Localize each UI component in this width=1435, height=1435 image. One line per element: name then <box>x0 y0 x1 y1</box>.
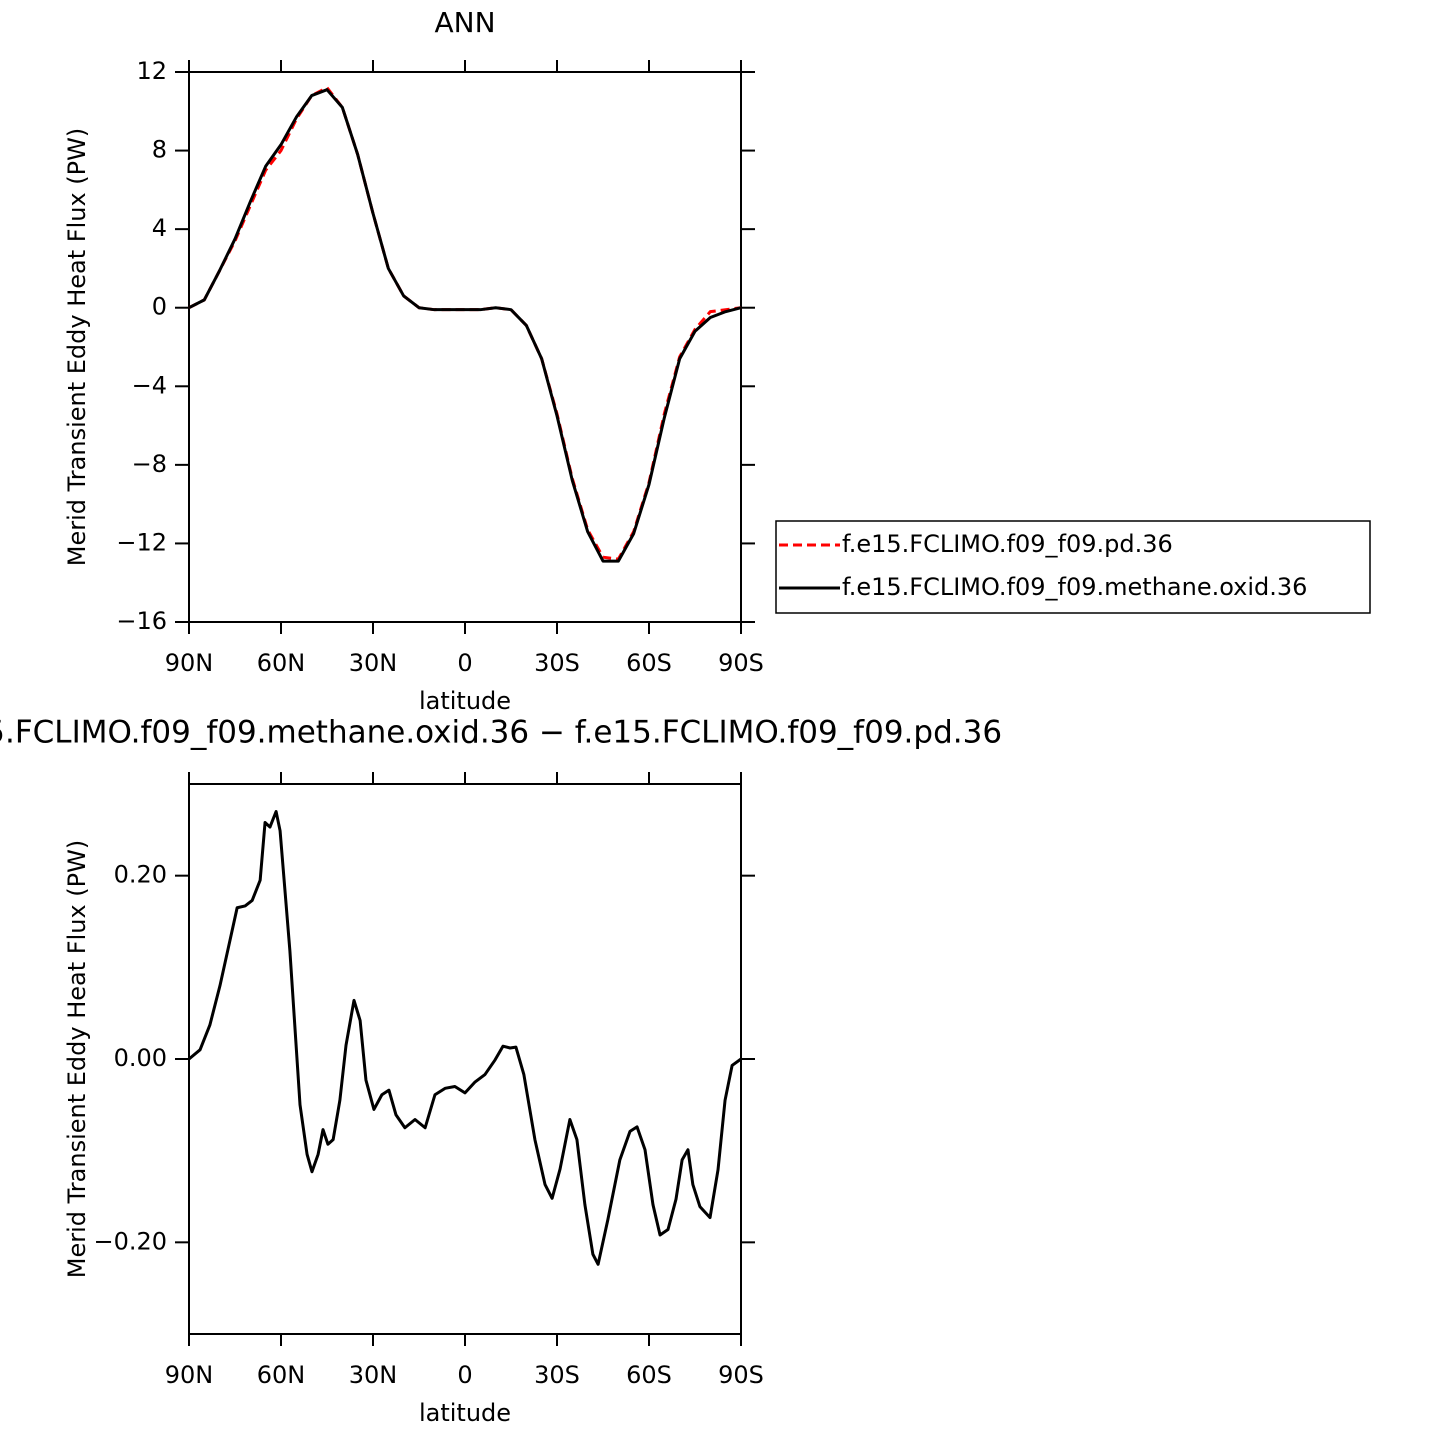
y-tick-label: 0.20 <box>114 861 167 889</box>
y-tick-label: −12 <box>116 528 167 556</box>
y-tick-label: 0 <box>152 293 167 321</box>
plot-frame <box>188 783 742 1335</box>
y-axis-label: Merid Transient Eddy Heat Flux (PW) <box>63 128 91 566</box>
x-tick-label: 30N <box>349 1361 398 1389</box>
legend-box <box>775 520 1371 614</box>
y-tick-label: −16 <box>116 607 167 635</box>
x-tick-label: 90S <box>718 1361 764 1389</box>
x-tick-label: 30S <box>534 1361 580 1389</box>
x-tick-label: 0 <box>457 1361 472 1389</box>
x-tick-label: 60S <box>626 649 672 677</box>
y-tick-label: 8 <box>152 136 167 164</box>
chart-title: f.e15.FCLIMO.f09_f09.methane.oxid.36 − f… <box>0 715 1002 751</box>
plot-frame <box>188 71 742 623</box>
legend-label: f.e15.FCLIMO.f09_f09.pd.36 <box>842 530 1173 558</box>
y-tick-label: 4 <box>152 214 167 242</box>
x-tick-label: 60S <box>626 1361 672 1389</box>
y-tick-label: −0.20 <box>93 1227 167 1255</box>
series-line <box>188 88 742 563</box>
x-tick-label: 90S <box>718 649 764 677</box>
x-tick-label: 90N <box>165 1361 214 1389</box>
x-tick-label: 60N <box>257 649 306 677</box>
x-tick-label: 30S <box>534 649 580 677</box>
x-axis-label: latitude <box>419 1399 511 1427</box>
y-axis-label: Merid Transient Eddy Heat Flux (PW) <box>63 840 91 1278</box>
legend-label: f.e15.FCLIMO.f09_f09.methane.oxid.36 <box>842 573 1307 601</box>
y-tick-label: −8 <box>132 450 167 478</box>
series-line <box>188 810 742 1266</box>
x-tick-label: 60N <box>257 1361 306 1389</box>
x-tick-label: 30N <box>349 649 398 677</box>
y-tick-label: −4 <box>132 371 167 399</box>
x-tick-label: 0 <box>457 649 472 677</box>
x-axis-label: latitude <box>419 687 511 715</box>
y-tick-label: 0.00 <box>114 1044 167 1072</box>
x-tick-label: 90N <box>165 649 214 677</box>
chart-title: ANN <box>434 6 495 39</box>
y-tick-label: 12 <box>136 57 167 85</box>
